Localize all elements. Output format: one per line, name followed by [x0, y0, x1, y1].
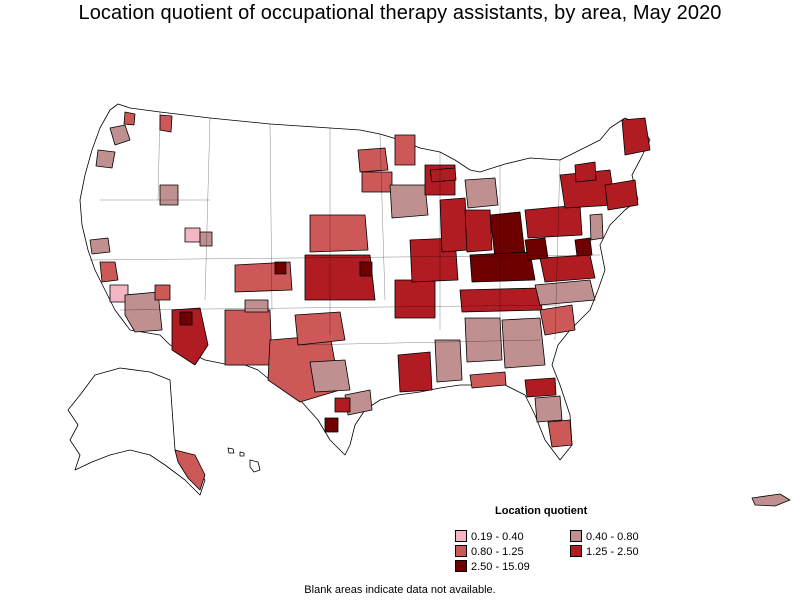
region-co-dark — [274, 261, 287, 275]
legend-swatch — [455, 560, 467, 572]
region-ar — [394, 279, 436, 319]
footnote: Blank areas indicate data not available. — [304, 584, 496, 596]
region-wa-nw — [109, 124, 131, 146]
state-lines — [89, 111, 601, 346]
legend-swatch — [570, 530, 582, 542]
region-new-england — [604, 179, 639, 211]
region-id — [159, 184, 179, 206]
region-va — [539, 254, 596, 283]
puerto-rico — [751, 493, 791, 507]
legend-label: 0.80 - 1.25 — [471, 546, 524, 558]
region-ky — [469, 251, 536, 283]
alaska-outline — [67, 367, 206, 496]
region-ks — [304, 254, 376, 301]
region-ia — [389, 184, 429, 219]
legend-label: 0.40 - 0.80 — [586, 531, 639, 543]
region-sc — [539, 304, 576, 336]
region-fl-s — [547, 419, 573, 448]
region-nv-s — [154, 284, 171, 301]
region-oh — [489, 211, 526, 259]
region-ks-dark — [359, 261, 373, 277]
region-az-c — [179, 311, 193, 326]
region-ne — [309, 214, 369, 253]
region-md — [574, 237, 593, 257]
region-nj — [589, 213, 604, 241]
hawaii-island-2 — [239, 451, 245, 457]
legend-swatch — [455, 530, 467, 542]
region-nd — [357, 147, 389, 173]
region-tx-s — [324, 417, 339, 433]
region-wv — [524, 237, 549, 261]
map-title: Location quotient of occupational therap… — [78, 2, 722, 24]
region-ok — [294, 311, 346, 346]
region-fl-c — [534, 395, 563, 423]
region-nc — [534, 279, 596, 306]
region-ca-se — [124, 291, 163, 333]
region-mi-up — [429, 167, 457, 183]
region-fl-pan — [469, 371, 507, 389]
region-tn — [459, 287, 543, 313]
legend-title: Location quotient — [495, 505, 588, 517]
region-in — [464, 209, 493, 253]
region-ca-c — [99, 261, 119, 283]
region-tx-c — [309, 359, 351, 393]
region-ut — [184, 227, 201, 243]
region-la — [397, 351, 433, 393]
legend-item: 1.25 - 2.50 — [570, 545, 639, 558]
region-nm-n — [244, 299, 269, 313]
region-wa-n — [123, 111, 136, 126]
legend-item: 2.50 - 15.09 — [455, 560, 530, 573]
region-ms — [434, 339, 463, 383]
legend-item: 0.80 - 1.25 — [455, 545, 524, 558]
legend-label: 1.25 - 2.50 — [586, 546, 639, 558]
region-pa — [524, 204, 583, 239]
region-ut-e — [199, 231, 213, 247]
legend-label: 0.19 - 0.40 — [471, 531, 524, 543]
region-il — [439, 197, 469, 253]
hawaii-island-1 — [227, 447, 235, 454]
legend-label: 2.50 - 15.09 — [471, 561, 530, 573]
region-fl-n — [524, 377, 557, 398]
legend-swatch — [570, 545, 582, 557]
region-ny-n — [574, 161, 597, 183]
region-nm — [224, 309, 273, 366]
region-mi — [464, 177, 499, 209]
hawaii-island-3 — [249, 459, 261, 473]
region-al — [464, 317, 503, 363]
legend-item: 0.40 - 0.80 — [570, 530, 639, 543]
legend-item: 0.19 - 0.40 — [455, 530, 524, 543]
region-ga — [501, 317, 546, 369]
region-wa-e — [159, 114, 173, 133]
legend-swatch — [455, 545, 467, 557]
region-or-w — [95, 149, 116, 169]
region-mn — [394, 134, 416, 166]
region-tx-e — [334, 397, 351, 413]
region-ca-n — [89, 237, 111, 255]
region-sd — [361, 171, 393, 193]
alaska-panhandle — [174, 449, 206, 491]
region-me — [621, 117, 651, 156]
